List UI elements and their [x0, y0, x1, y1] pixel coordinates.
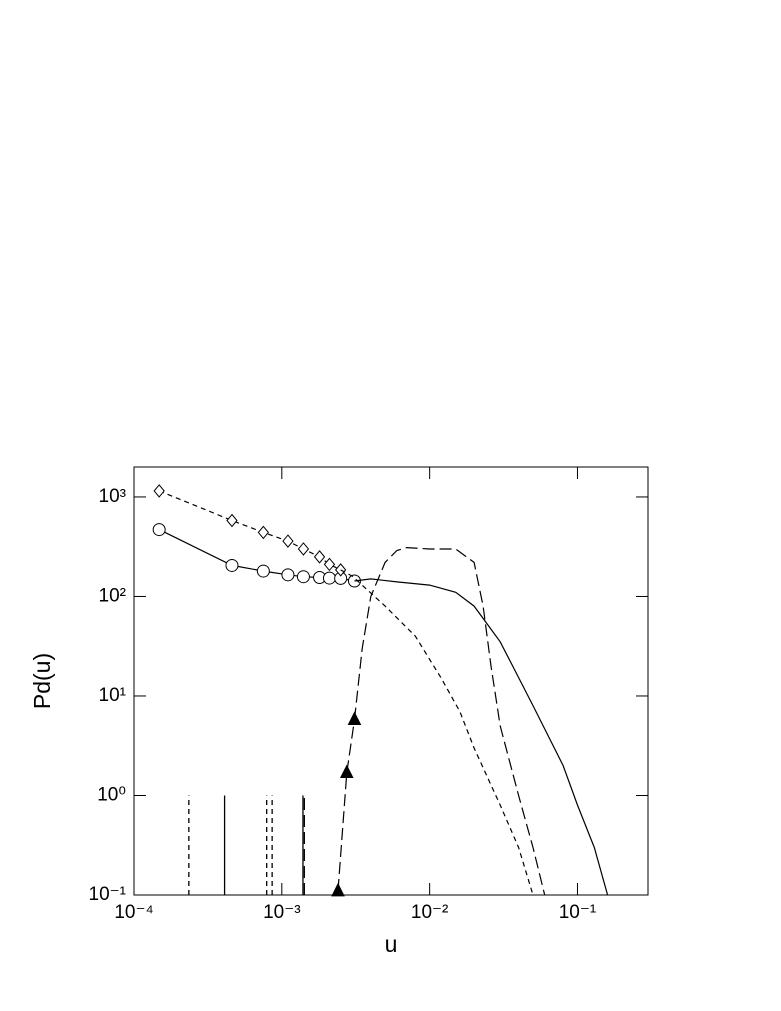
x-tick-label: 10⁻³ — [263, 902, 301, 923]
plot-frame — [133, 466, 649, 896]
diamond-marker — [226, 513, 238, 528]
diamond-marker — [323, 557, 336, 572]
diamond-marker — [297, 542, 310, 556]
triangle-marker — [331, 882, 345, 897]
y-tick-label: 10¹ — [99, 685, 126, 706]
series-line — [340, 569, 534, 896]
diamond-marker — [313, 550, 326, 564]
y-tick-label: 10² — [99, 585, 126, 606]
circle-marker — [296, 570, 310, 584]
x-tick-label: 10⁻⁴ — [114, 902, 153, 923]
diamond-marker — [153, 484, 165, 498]
y-tick-label: 10³ — [99, 486, 126, 507]
series-line — [158, 490, 341, 571]
triangle-marker — [339, 764, 354, 779]
x-tick-label: 10⁻² — [411, 902, 449, 923]
series-line — [337, 719, 356, 891]
circle-marker — [347, 574, 361, 588]
circle-marker — [322, 571, 336, 585]
x-tick-label: 10⁻¹ — [559, 902, 597, 923]
circle-marker — [225, 558, 239, 572]
circle-marker — [281, 568, 295, 582]
diamond-marker — [257, 525, 270, 540]
y-tick-label: 10⁻¹ — [89, 884, 127, 905]
y-tick-label: 10⁰ — [97, 785, 126, 806]
circle-marker — [256, 564, 270, 578]
y-axis-label: Pd(u) — [29, 653, 55, 709]
diamond-marker — [282, 534, 294, 548]
series-line — [353, 546, 546, 896]
circle-marker — [152, 523, 166, 537]
series-line — [354, 578, 609, 896]
x-axis-label: u — [385, 931, 398, 957]
